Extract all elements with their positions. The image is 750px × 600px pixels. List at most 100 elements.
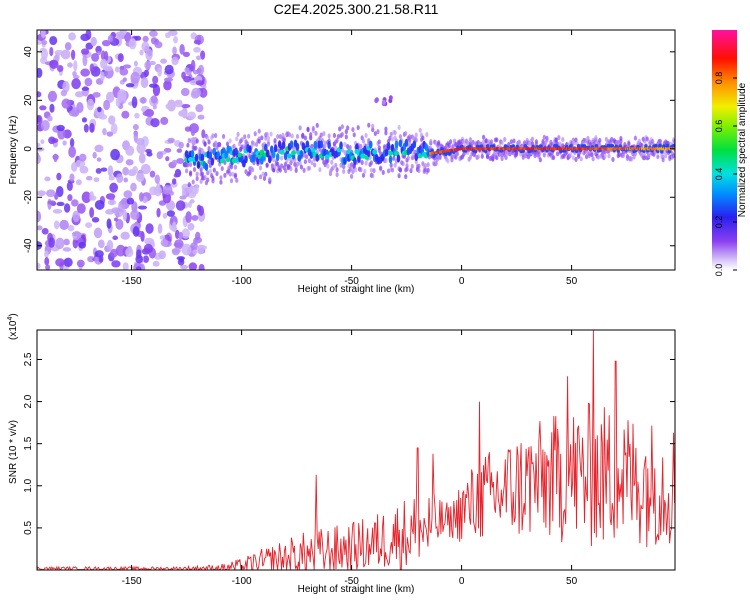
spectrogram-halo-cell <box>327 133 331 139</box>
spectrogram-halo-cell <box>611 156 615 162</box>
spectrogram-ridge-cell <box>514 147 517 151</box>
spectrogram-feature-cell <box>388 95 393 101</box>
spectrogram-noise-cell <box>138 192 144 202</box>
spectrogram-noise-cell <box>179 264 189 270</box>
spectrogram-noise-cell <box>111 207 121 214</box>
spectrogram-halo-cell <box>598 138 602 144</box>
spectrogram-ridge-cell <box>613 147 616 151</box>
spectrogram-noise-cell <box>136 142 146 154</box>
spectrogram-noise-cell <box>117 53 124 63</box>
spectrogram-halo-cell <box>301 134 305 140</box>
spectrogram-halo-cell <box>484 138 488 144</box>
spectrogram-noise-cell <box>97 239 105 249</box>
spectrogram-halo-cell <box>574 137 578 143</box>
spectrogram-peak-cell <box>310 147 316 153</box>
spectrogram-band-cell <box>196 160 201 169</box>
spectrogram-ridge-cell <box>526 147 529 151</box>
spectrogram-ridge-cell <box>599 147 602 151</box>
spectrogram-band-cell <box>414 153 419 162</box>
spectrogram-noise-cell <box>192 249 198 255</box>
spectrogram-halo-cell <box>221 134 226 140</box>
spectrogram-peak-cell <box>393 150 399 156</box>
spectrogram-halo-cell <box>447 142 451 148</box>
spectrogram-ridge-cell <box>480 147 483 151</box>
spectrogram-band-cell <box>271 150 276 159</box>
spectrogram-halo-cell <box>495 137 499 143</box>
spectrogram-noise-cell <box>62 81 70 93</box>
spectrogram-halo-cell <box>340 124 344 130</box>
spectrogram-halo-cell <box>265 162 269 168</box>
spectrogram-feature-cell <box>381 99 386 105</box>
spectrogram-noise-cell <box>113 217 119 222</box>
spectrogram-halo-cell <box>280 163 284 169</box>
spectrogram-halo-cell <box>290 133 294 139</box>
spectrogram-halo-cell <box>314 130 318 136</box>
spectrogram-noise-cell <box>133 60 138 67</box>
spectrogram-halo-cell <box>260 135 264 141</box>
spectrogram-halo-cell <box>303 159 307 165</box>
spectrogram-band-cell <box>319 140 324 149</box>
spectrogram-halo-cell <box>512 138 516 144</box>
spectrogram-halo-cell <box>423 163 428 169</box>
spectrogram-ridge-cell <box>496 147 499 151</box>
colorbar-tick-label: 0.6 <box>714 120 724 133</box>
spectrogram-band-cell <box>277 140 282 149</box>
spectrogram-noise-cell <box>49 103 55 113</box>
spectrogram-noise-cell <box>53 153 58 163</box>
spectrogram-ridge-cell <box>595 147 598 151</box>
spectrogram-noise-cell <box>48 237 55 248</box>
spectrogram-halo-cell <box>640 143 644 149</box>
spectrogram-halo-cell <box>482 134 486 140</box>
spectrogram-halo-cell <box>397 124 401 130</box>
spectrogram-noise-cell <box>179 195 187 200</box>
spectrogram-ridge-cell <box>538 147 541 151</box>
snr-x-tick-label: 0 <box>459 576 465 587</box>
spectrogram-frame <box>36 29 676 271</box>
spectrogram-halo-cell <box>294 167 298 173</box>
spectrogram-noise-cell <box>187 222 195 231</box>
spectrogram-noise-cell <box>71 199 79 207</box>
snr-panel: -150 -100 -50 0 50 0.5 1.0 1.5 2.0 2.5 Height of… <box>7 313 676 595</box>
figure-title: C2E4.2025.300.21.58.R11 <box>274 1 439 17</box>
spectrogram-noise-cell <box>98 255 104 263</box>
spectrogram-ridge-cell <box>633 147 636 151</box>
spectrogram-ridge-cell <box>623 147 626 151</box>
spectrogram-halo-cell <box>377 145 381 151</box>
spectrogram-halo-cell <box>569 152 573 158</box>
spectrogram-band-cell <box>275 153 280 162</box>
snr-y-tick-label: 2.0 <box>23 394 34 408</box>
spectrogram-ridge-cell <box>549 147 553 151</box>
spectrogram-halo-cell <box>280 155 284 161</box>
spectrogram-band-cell <box>283 152 288 161</box>
spectrogram-band-cell <box>315 153 320 162</box>
spectrogram-halo-cell <box>334 145 338 151</box>
spectrogram-halo-cell <box>343 141 347 147</box>
spectrogram-halo-cell <box>272 157 276 163</box>
spectrogram-halo-cell <box>398 167 403 173</box>
spectrogram-ridge-cell <box>603 147 606 151</box>
spectrogram-ridge-cell <box>474 147 477 151</box>
spectrogram-peak-cell <box>188 156 194 162</box>
spectrogram-noise-cell <box>159 235 166 240</box>
spectrogram-halo-cell <box>273 138 277 144</box>
spectrogram-ridge-cell <box>619 147 622 151</box>
spectrogram-ridge-cell <box>439 150 442 154</box>
spectrogram-ridge-cell <box>468 147 471 151</box>
spectrogram-noise-cell <box>152 75 159 85</box>
spectrogram-noise-cell <box>52 208 63 214</box>
spectrogram-noise-cell <box>120 231 130 240</box>
spectrogram-band-cell <box>289 140 294 149</box>
spectrogram-noise-cell <box>108 175 115 181</box>
spectrogram-noise-cell <box>186 185 194 194</box>
spectrogram-halo-cell <box>363 168 367 174</box>
spectrogram-ridge-cell <box>494 147 497 151</box>
spectrogram-noise-cell <box>59 219 69 230</box>
spectrogram-band-cell <box>208 151 213 160</box>
spectrogram-noise-cell <box>72 230 82 241</box>
spectrogram-noise-cell <box>145 48 153 61</box>
spectrogram-noise-cell <box>108 115 116 125</box>
spectrogram-halo-cell <box>359 143 363 149</box>
spectrogram-noise-cell <box>69 173 75 182</box>
spectrogram-band-cell <box>398 139 403 148</box>
spectrogram-halo-cell <box>195 171 199 177</box>
